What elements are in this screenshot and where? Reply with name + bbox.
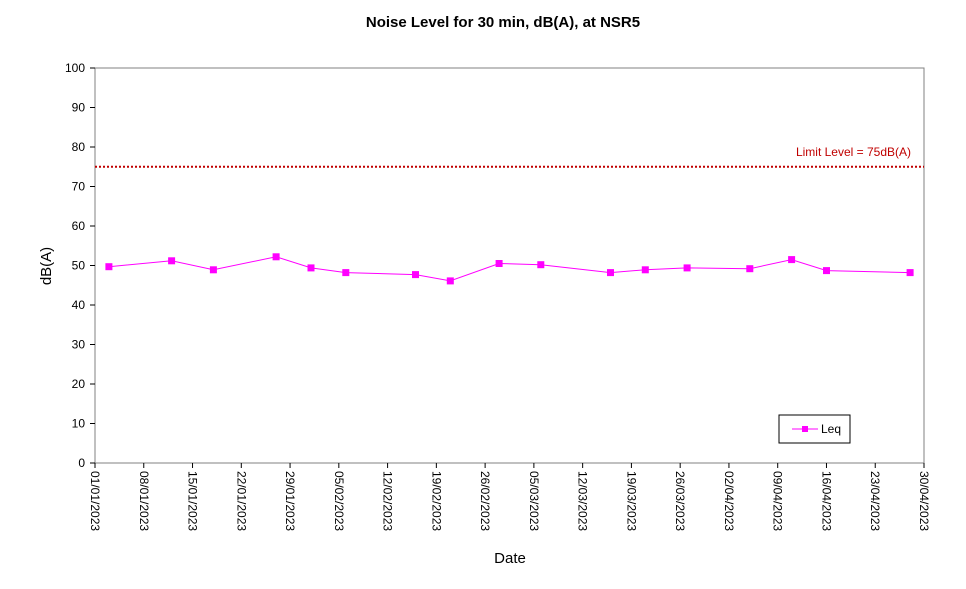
x-axis: 01/01/2023 08/01/2023 15/01/2023 22/01/2023… [88, 463, 931, 531]
legend: Leq [778, 414, 851, 444]
data-point [788, 256, 796, 264]
x-tick-label: 05/03/2023 [527, 471, 541, 531]
data-point [307, 264, 315, 272]
x-tick-label: 30/04/2023 [917, 471, 931, 531]
data-point [495, 260, 503, 267]
x-tick-label: 02/04/2023 [722, 471, 736, 531]
series-leq [105, 253, 914, 285]
data-point [823, 267, 830, 275]
y-tick-label: 40 [72, 298, 86, 312]
legend-marker [802, 426, 808, 432]
x-tick-label: 23/04/2023 [868, 471, 882, 531]
data-point [168, 257, 176, 265]
x-tick-label: 09/04/2023 [771, 471, 785, 531]
data-point [906, 269, 914, 277]
data-point [641, 266, 649, 274]
y-tick-label: 50 [72, 259, 86, 273]
chart-title: Noise Level for 30 min, dB(A), at NSR5 [366, 14, 640, 31]
x-tick-label: 08/01/2023 [137, 471, 151, 531]
data-point [607, 269, 614, 277]
data-point [412, 271, 419, 279]
x-tick-label: 05/02/2023 [332, 471, 346, 531]
y-tick-label: 0 [78, 456, 85, 470]
data-point [537, 261, 545, 269]
legend-label: Leq [821, 422, 841, 436]
data-point [746, 265, 754, 273]
data-point [683, 264, 691, 272]
x-tick-label: 19/02/2023 [429, 471, 443, 531]
y-tick-label: 30 [72, 338, 86, 352]
plot-area [94, 67, 925, 464]
x-tick-label: 15/01/2023 [186, 471, 200, 531]
x-tick-label: 12/03/2023 [576, 471, 590, 531]
y-tick-label: 100 [65, 61, 85, 75]
x-tick-label: 19/03/2023 [624, 471, 638, 531]
y-tick-label: 60 [72, 219, 86, 233]
y-axis-label: dB(A) [38, 247, 55, 285]
x-tick-label: 26/03/2023 [673, 471, 687, 531]
y-tick-label: 90 [72, 101, 86, 115]
x-tick-label: 16/04/2023 [819, 471, 833, 531]
data-point [272, 253, 280, 261]
y-tick-label: 10 [72, 417, 86, 431]
y-axis: 0 10 20 30 40 50 60 70 80 90 100 [65, 61, 95, 470]
x-tick-label: 22/01/2023 [234, 471, 248, 531]
limit-level: Limit Level = 75dB(A) [95, 145, 924, 168]
x-tick-label: 01/01/2023 [88, 471, 102, 531]
x-tick-label: 29/01/2023 [283, 471, 297, 531]
y-tick-label: 70 [72, 180, 86, 194]
y-tick-label: 80 [72, 140, 86, 154]
data-point [342, 269, 350, 277]
limit-line-label: Limit Level = 75dB(A) [796, 145, 911, 159]
data-point [209, 266, 217, 274]
x-axis-label: Date [494, 550, 526, 567]
y-tick-label: 20 [72, 377, 86, 391]
x-tick-label: 26/02/2023 [478, 471, 492, 531]
data-point [105, 263, 113, 271]
x-tick-label: 12/02/2023 [381, 471, 395, 531]
data-point [446, 277, 454, 285]
